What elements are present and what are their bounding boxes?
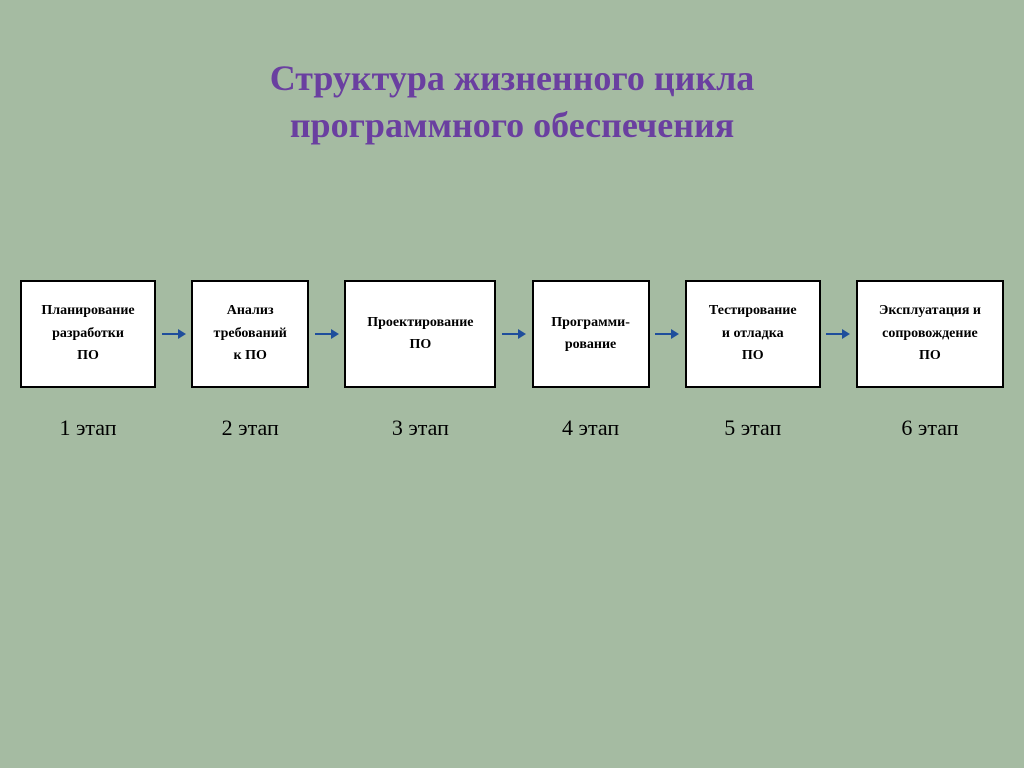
flow-box-5: Тестированиеи отладкаПО	[685, 280, 821, 388]
stage-label-2: 2 этап	[191, 415, 309, 441]
flow-box-2: Анализтребованийк ПО	[191, 280, 309, 388]
flow-box-line: разработки	[52, 323, 124, 345]
flow-box-line: требований	[214, 323, 287, 345]
flow-box-line: и отладка	[722, 323, 784, 345]
arrow-right-icon	[162, 327, 186, 341]
flow-box-3: ПроектированиеПО	[344, 280, 496, 388]
flow-box-1: ПланированиеразработкиПО	[20, 280, 156, 388]
title-line-2: программного обеспечения	[0, 102, 1024, 149]
flow-row: ПланированиеразработкиПОАнализтребований…	[20, 280, 1004, 388]
flow-box-line: ПО	[742, 345, 764, 367]
arrow-right-icon	[315, 327, 339, 341]
stage-label-1: 1 этап	[20, 415, 156, 441]
flow-box-line: Программи-	[551, 312, 630, 334]
flow-box-line: ПО	[919, 345, 941, 367]
flow-box-4: Программи-рование	[532, 280, 650, 388]
flow-box-6: Эксплуатация исопровождениеПО	[856, 280, 1004, 388]
flow-box-line: к ПО	[234, 345, 267, 367]
stage-label-3: 3 этап	[344, 415, 496, 441]
flow-box-line: Планирование	[41, 300, 134, 322]
stage-label-6: 6 этап	[856, 415, 1004, 441]
stage-label-4: 4 этап	[532, 415, 650, 441]
title-line-1: Структура жизненного цикла	[0, 55, 1024, 102]
slide: Структура жизненного цикла программного …	[0, 0, 1024, 768]
stage-label-5: 5 этап	[685, 415, 821, 441]
flow-box-line: рование	[565, 334, 616, 356]
arrow-right-icon	[655, 327, 679, 341]
flow-box-line: Эксплуатация и	[879, 300, 981, 322]
slide-title: Структура жизненного цикла программного …	[0, 55, 1024, 149]
stage-labels-row: 1 этап 2 этап 3 этап 4 этап 5 этап 6 этап	[20, 415, 1004, 441]
flow-box-line: ПО	[409, 334, 431, 356]
flow-box-line: Проектирование	[367, 312, 473, 334]
flow-box-line: Анализ	[227, 300, 274, 322]
arrow-right-icon	[826, 327, 850, 341]
flow-box-line: сопровождение	[882, 323, 978, 345]
flow-box-line: ПО	[77, 345, 99, 367]
arrow-right-icon	[502, 327, 526, 341]
flow-box-line: Тестирование	[709, 300, 797, 322]
